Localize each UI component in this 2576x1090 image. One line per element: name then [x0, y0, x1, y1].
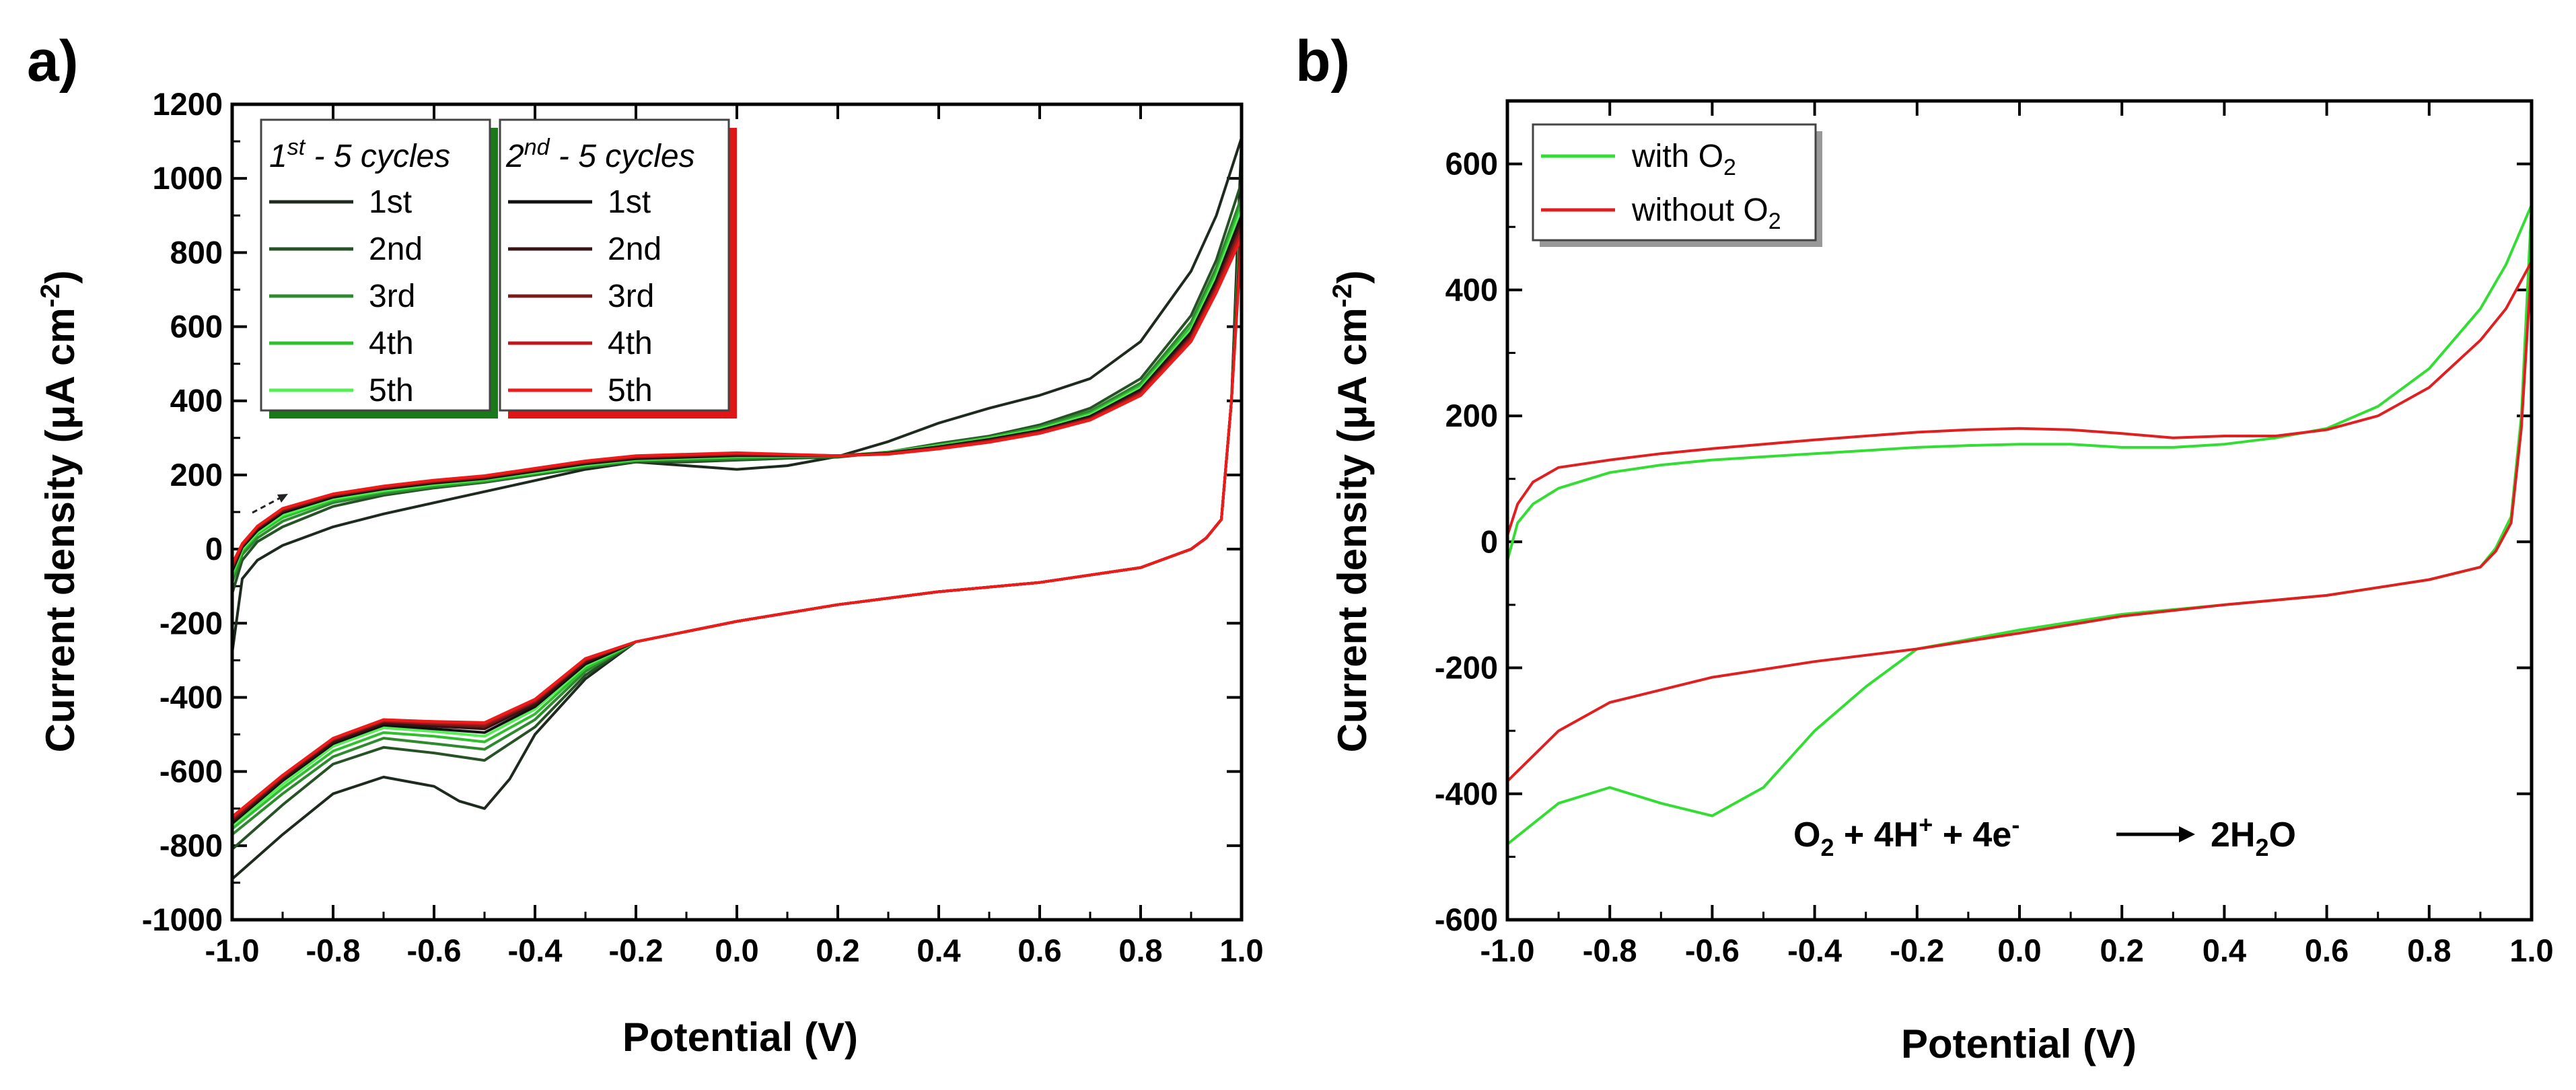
b-xtick-label: 0.0 [1997, 933, 2041, 968]
b-xtick-label: 0.6 [2305, 933, 2349, 968]
a-ytick-label: 400 [170, 383, 223, 419]
legend-group-2-label: 4th [608, 326, 653, 361]
a-xtick-label: -0.2 [609, 933, 664, 968]
b-ytick-label: 400 [1445, 272, 1498, 307]
a-xtick-label: -1.0 [205, 933, 260, 968]
legend-group-1-label: 4th [369, 326, 414, 361]
a-xtick-label: -0.4 [508, 933, 563, 968]
legend-group-1-box [260, 118, 491, 412]
legend-group-2-label: 5th [608, 373, 653, 408]
a-xtick-label: 0.6 [1017, 933, 1061, 968]
b-xtick-label: -0.2 [1890, 933, 1944, 968]
a-xtick-label: 0.0 [715, 933, 758, 968]
a-xtick-label: 1.0 [1219, 933, 1263, 968]
legend-group-1-title: 1st - 5 cycles [269, 135, 450, 174]
a-ytick-label: 1000 [152, 160, 223, 196]
a-ytick-label: -800 [159, 828, 223, 863]
chart-b-tick-labels: -1.0 -0.8 -0.6 -0.4 -0.2 0.0 0.2 0.4 0.6 0.8 1.0 -6… [1435, 146, 2554, 968]
a-ytick-label: 0 [205, 531, 223, 567]
chart-b-xlabel: Potential (V) [1901, 1021, 2137, 1066]
b-xtick-label: -1.0 [1480, 933, 1535, 968]
legend-group-2-label: 3rd [608, 279, 654, 314]
b-ytick-label: 200 [1445, 398, 1498, 433]
b-ytick-label: -400 [1435, 776, 1498, 811]
b-ytick-label: 0 [1480, 523, 1498, 559]
reaction-arrow-head [2179, 826, 2195, 842]
series-b-with-o2 [1507, 203, 2532, 846]
a-ytick-label: 200 [170, 457, 223, 493]
a-xtick-label: -0.8 [306, 933, 361, 968]
legend-group-2-label: 1st [608, 184, 651, 220]
b-xtick-label: 0.8 [2407, 933, 2451, 968]
legend-group-1-label: 1st [369, 184, 412, 220]
b-ytick-label: -200 [1435, 650, 1498, 686]
legend-group-1-label: 3rd [369, 279, 415, 314]
a-ytick-label: -400 [159, 679, 223, 715]
b-xtick-label: -0.8 [1583, 933, 1637, 968]
legend-b: with O2 without O2 [1532, 123, 1822, 247]
legend-b-box [1532, 123, 1817, 242]
legend-group-2-box [499, 118, 730, 412]
b-xtick-label: 0.2 [2100, 933, 2144, 968]
chart-b-frame [1505, 99, 2534, 922]
series-a-1st-1st [232, 136, 1242, 880]
chart-a-series [232, 136, 1242, 880]
legend-group-1: 1st - 5 cycles 1st 2nd 3rd 4th 5th [260, 118, 498, 419]
legend-group-2-label: 2nd [608, 231, 661, 267]
b-ytick-label: 600 [1445, 146, 1498, 182]
chart-panel-b: -1.0 -0.8 -0.6 -0.4 -0.2 0.0 0.2 0.4 0.6 0.8 1.0 -6… [1328, 99, 2554, 1066]
legend-group-1-label: 5th [369, 373, 414, 408]
a-xtick-label: 0.2 [816, 933, 859, 968]
a-ytick-label: 600 [170, 309, 223, 344]
a-xtick-label: -0.6 [407, 933, 462, 968]
series-b-without-o2 [1507, 260, 2532, 783]
chart-b-ylabel: Current density (μA cm-2) [1328, 270, 1375, 753]
legend-b-label-without-o2: without O2 [1631, 192, 1781, 234]
scan-direction-arrow [252, 494, 288, 514]
b-xtick-label: 1.0 [2509, 933, 2553, 968]
chart-panel-a: -1.0 -0.8 -0.6 -0.4 -0.2 0.0 0.2 0.4 0.6 0.8 1.0 -1… [36, 86, 1264, 1060]
legend-group-1-label: 2nd [369, 231, 423, 267]
legend-group-2-entries: 1st 2nd 3rd 4th 5th [508, 184, 661, 408]
legend-group-2-title: 2nd - 5 cycles [505, 135, 695, 174]
reaction-annotation: O2 + 4H+ + 4e- 2H2O [1793, 811, 2296, 861]
legend-group-1-entries: 1st 2nd 3rd 4th 5th [269, 184, 423, 408]
b-xtick-label: -0.6 [1685, 933, 1740, 968]
chart-a-frame [230, 102, 1244, 922]
b-ytick-label: -600 [1435, 902, 1498, 937]
legend-b-label-with-o2: with O2 [1631, 139, 1736, 180]
chart-b-series [1507, 203, 2532, 846]
reaction-product: 2H2O [2211, 815, 2296, 861]
series-a-2nd-5th [232, 236, 1242, 818]
b-xtick-label: -0.4 [1787, 933, 1842, 968]
panel-b-label: b) [1295, 29, 1350, 94]
chart-a-tick-labels: -1.0 -0.8 -0.6 -0.4 -0.2 0.0 0.2 0.4 0.6 0.8 1.0 -1… [142, 86, 1264, 968]
a-ytick-label: -1000 [142, 902, 223, 937]
b-xtick-label: 0.4 [2203, 933, 2246, 968]
reaction-reactants: O2 + 4H+ + 4e- [1793, 811, 2019, 861]
legend-group-2: 2nd - 5 cycles 1st 2nd 3rd 4th 5th [499, 118, 737, 419]
a-ytick-label: -200 [159, 605, 223, 641]
panel-a-label: a) [27, 29, 78, 94]
a-xtick-label: 0.8 [1118, 933, 1162, 968]
a-ytick-label: 800 [170, 234, 223, 270]
a-ytick-label: 1200 [152, 86, 223, 122]
chart-a-ylabel: Current density (μA cm-2) [36, 270, 83, 753]
a-ytick-label: -600 [159, 754, 223, 789]
a-xtick-label: 0.4 [917, 933, 960, 968]
chart-a-xlabel: Potential (V) [622, 1015, 858, 1060]
